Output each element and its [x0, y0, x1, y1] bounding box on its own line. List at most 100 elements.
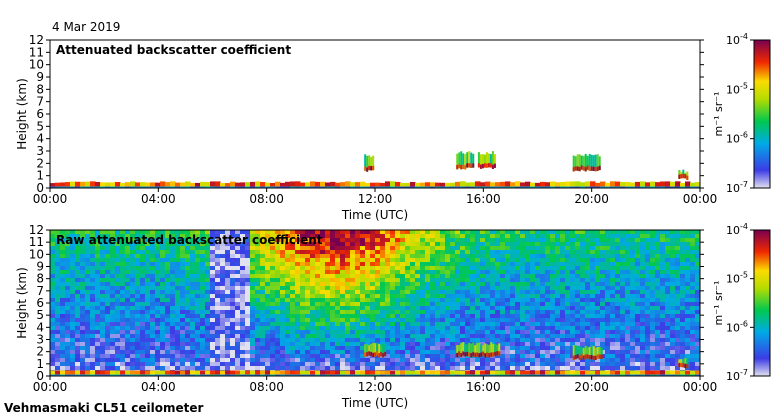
heatmap-cell	[535, 310, 540, 314]
heatmap-cell	[655, 262, 660, 266]
heatmap-cell	[650, 358, 655, 362]
heatmap-cell	[105, 286, 110, 290]
heatmap-cell	[470, 230, 475, 234]
surface-cell	[290, 186, 296, 188]
heatmap-cell	[210, 286, 215, 290]
heatmap-cell	[95, 306, 100, 310]
surface-cell	[670, 186, 676, 188]
heatmap-cell	[660, 234, 665, 238]
heatmap-cell	[175, 354, 180, 358]
heatmap-cell	[520, 354, 525, 358]
heatmap-cell	[475, 274, 480, 278]
boundary-layer-cell	[235, 182, 241, 187]
heatmap-cell	[50, 246, 55, 250]
boundary-layer-cell	[360, 181, 366, 187]
heatmap-cell	[680, 258, 685, 262]
heatmap-cell	[665, 326, 670, 330]
heatmap-cell	[215, 310, 220, 314]
surface-cell	[170, 186, 176, 188]
heatmap-cell	[570, 246, 575, 250]
boundary-layer-cell	[530, 182, 536, 187]
heatmap-cell	[130, 286, 135, 290]
heatmap-cell	[135, 358, 140, 362]
heatmap-cell	[185, 234, 190, 238]
heatmap-cell	[205, 354, 210, 358]
heatmap-cell	[370, 254, 375, 258]
heatmap-cell	[620, 238, 625, 242]
heatmap-cell	[395, 246, 400, 250]
heatmap-cell	[600, 250, 605, 254]
heatmap-cell	[595, 294, 600, 298]
heatmap-cell	[450, 366, 455, 370]
heatmap-cell	[435, 322, 440, 326]
heatmap-cell	[305, 334, 310, 338]
heatmap-cell	[455, 262, 460, 266]
heatmap-cell	[275, 282, 280, 286]
heatmap-cell	[675, 314, 680, 318]
heatmap-cell	[175, 278, 180, 282]
heatmap-cell	[440, 366, 445, 370]
heatmap-cell	[295, 246, 300, 250]
heatmap-cell	[520, 266, 525, 270]
heatmap-cell	[335, 230, 340, 234]
heatmap-cell	[605, 278, 610, 282]
heatmap-cell	[205, 294, 210, 298]
heatmap-cell	[620, 342, 625, 346]
heatmap-cell	[335, 354, 340, 358]
heatmap-cell	[50, 270, 55, 274]
heatmap-cell	[345, 254, 350, 258]
heatmap-cell	[65, 314, 70, 318]
heatmap-cell	[225, 242, 230, 246]
heatmap-cell	[145, 286, 150, 290]
heatmap-cell	[435, 290, 440, 294]
surface-cell	[215, 186, 221, 188]
heatmap-cell	[130, 334, 135, 338]
heatmap-cell	[240, 306, 245, 310]
boundary-layer-cell	[560, 181, 566, 187]
heatmap-cell	[650, 258, 655, 262]
heatmap-cell	[490, 238, 495, 242]
heatmap-cell	[530, 334, 535, 338]
heatmap-cell	[80, 290, 85, 294]
heatmap-cell	[645, 358, 650, 362]
heatmap-cell	[310, 254, 315, 258]
heatmap-cell	[255, 322, 260, 326]
heatmap-cell	[535, 262, 540, 266]
heatmap-cell	[190, 242, 195, 246]
heatmap-cell	[285, 302, 290, 306]
heatmap-cell	[145, 298, 150, 302]
heatmap-cell	[355, 286, 360, 290]
heatmap-cell	[245, 258, 250, 262]
heatmap-cell	[560, 358, 565, 362]
cloud-cell	[596, 154, 599, 171]
heatmap-cell	[260, 326, 265, 330]
heatmap-cell	[210, 246, 215, 250]
heatmap-cell	[320, 310, 325, 314]
heatmap-cell	[525, 262, 530, 266]
heatmap-cell	[470, 322, 475, 326]
heatmap-cell	[230, 306, 235, 310]
heatmap-cell	[350, 366, 355, 370]
heatmap-cell	[465, 230, 470, 234]
heatmap-cell	[70, 286, 75, 290]
heatmap-cell	[320, 234, 325, 238]
heatmap-cell	[220, 238, 225, 242]
heatmap-cell	[225, 274, 230, 278]
heatmap-cell	[180, 258, 185, 262]
heatmap-cell	[305, 274, 310, 278]
heatmap-cell	[380, 266, 385, 270]
heatmap-cell	[510, 346, 515, 350]
heatmap-cell	[420, 302, 425, 306]
heatmap-cell	[340, 250, 345, 254]
heatmap-cell	[365, 250, 370, 254]
heatmap-cell	[280, 254, 285, 258]
heatmap-cell	[335, 298, 340, 302]
heatmap-cell	[660, 318, 665, 322]
heatmap-cell	[430, 342, 435, 346]
heatmap-cell	[140, 242, 145, 246]
heatmap-cell	[295, 234, 300, 238]
heatmap-cell	[145, 246, 150, 250]
heatmap-cell	[410, 266, 415, 270]
heatmap-cell	[540, 358, 545, 362]
heatmap-cell	[400, 354, 405, 358]
